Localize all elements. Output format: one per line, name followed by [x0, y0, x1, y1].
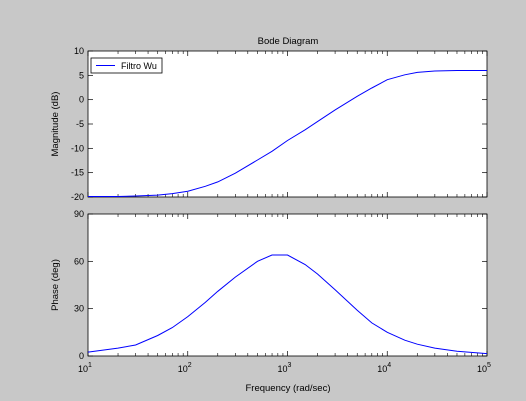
- x-tick-label: 101: [78, 362, 92, 374]
- legend-box: [90, 57, 163, 74]
- magnitude-y-tick-label: -10: [71, 143, 84, 153]
- magnitude-y-axis-label: Magnitude (dB): [50, 92, 61, 157]
- legend: Filtro Wu: [90, 57, 163, 74]
- chart-title: Bode Diagram: [258, 36, 319, 47]
- magnitude-axes-frame: [87, 50, 488, 198]
- phase-y-tick-label: 60: [74, 256, 84, 266]
- phase-series-line: [87, 254, 488, 355]
- magnitude-y-tick-label: -5: [76, 119, 84, 129]
- magnitude-y-tick-label: 10: [74, 46, 84, 56]
- magnitude-plot-area: [88, 51, 487, 197]
- magnitude-y-tick-label: 5: [79, 70, 84, 80]
- magnitude-panel: -20 -15 -10 -5 0 5 10 Magnitude (dB): [50, 46, 488, 202]
- phase-y-tick-label: 30: [74, 304, 84, 314]
- phase-y-axis-label: Phase (deg): [50, 259, 61, 311]
- phase-panel: 0 30 60 90 Phase (deg): [50, 209, 488, 361]
- phase-y-tick-label: 90: [74, 209, 84, 219]
- phase-plot-area: [88, 214, 487, 356]
- x-tick-label: 104: [377, 362, 391, 374]
- x-tick-label: 105: [477, 362, 491, 374]
- magnitude-y-tick-label: -20: [71, 192, 84, 202]
- magnitude-y-tick-label: -15: [71, 168, 84, 178]
- phase-axes-frame: [87, 213, 488, 357]
- magnitude-series-line: [88, 70, 487, 197]
- x-axis-label: Frequency (rad/sec): [245, 383, 330, 394]
- x-tick-label: 102: [178, 362, 192, 374]
- magnitude-y-tick-label: 0: [79, 95, 84, 105]
- phase-y-tick-label: 0: [79, 351, 84, 361]
- legend-label: Filtro Wu: [121, 61, 157, 71]
- x-tick-label: 103: [278, 362, 292, 374]
